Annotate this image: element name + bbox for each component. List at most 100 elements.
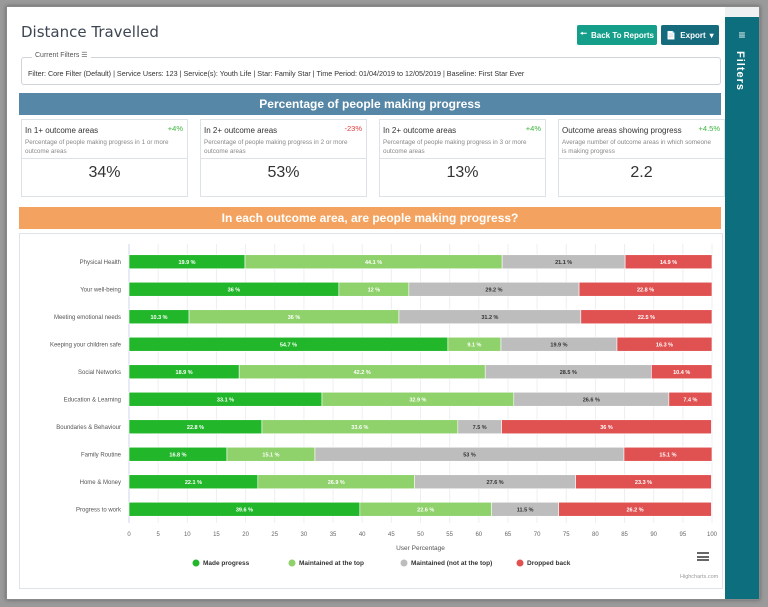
bar-data-label: 39.6 % xyxy=(236,507,253,513)
x-tick-label: 40 xyxy=(359,532,366,538)
legend-marker xyxy=(192,559,200,567)
x-tick-label: 30 xyxy=(301,532,308,538)
bar-data-label: 21.1 % xyxy=(555,260,572,266)
bar-data-label: 12 % xyxy=(368,287,381,293)
export-button[interactable]: 📄 Export ▾ xyxy=(661,25,719,45)
x-tick-label: 80 xyxy=(592,532,599,538)
outcome-area-banner: In each outcome area, are people making … xyxy=(19,207,721,229)
category-label: Meeting emotional needs xyxy=(54,315,121,321)
bar-data-label: 32.9 % xyxy=(409,397,426,403)
x-tick-label: 55 xyxy=(446,532,453,538)
bar-data-label: 28.5 % xyxy=(560,370,577,376)
legend-marker xyxy=(288,559,296,567)
category-label: Physical Health xyxy=(80,260,121,266)
filter-sliders-icon[interactable]: ☰ xyxy=(81,52,88,59)
bar-data-label: 22.5 % xyxy=(638,315,655,321)
category-label: Education & Learning xyxy=(64,397,121,403)
page-title: Distance Travelled xyxy=(21,23,159,41)
x-tick-label: 10 xyxy=(184,532,191,538)
legend-item[interactable]: Maintained (not at the top) xyxy=(411,560,492,567)
x-tick-label: 25 xyxy=(271,532,278,538)
metric-card: In 1+ outcome areas +4% Percentage of peop… xyxy=(21,119,188,197)
current-filters-legend: Current Filters ☰ xyxy=(32,51,91,59)
progress-summary-banner: Percentage of people making progress xyxy=(19,93,721,115)
category-label: Home & Money xyxy=(80,480,121,486)
legend-item[interactable]: Made progress xyxy=(203,560,250,567)
arrow-left-icon: 🠔 xyxy=(580,29,587,38)
filter-sliders-icon: ≡ xyxy=(738,28,746,42)
legend-item[interactable]: Dropped back xyxy=(527,560,571,567)
bar-data-label: 10.4 % xyxy=(673,370,690,376)
x-axis-title: User Percentage xyxy=(396,545,445,552)
bar-data-label: 36 % xyxy=(288,315,301,321)
metric-card-title: Outcome areas showing progress xyxy=(562,126,682,135)
bar-data-label: 15.1 % xyxy=(262,452,279,458)
bar-data-label: 16.3 % xyxy=(656,342,673,348)
metric-card-value: 34% xyxy=(88,164,121,181)
outcome-chart-svg: 0 5 10 15 20 25 30 35 40 45 50 55 60 65 70 75 80 85 90 95 10… xyxy=(50,244,718,567)
bar-data-label: 14.9 % xyxy=(660,260,677,266)
metric-card-delta: -23% xyxy=(344,124,362,133)
metric-card: Outcome areas showing progress +4.5% Avera… xyxy=(558,119,725,197)
report-page: Distance Travelled 🠔 Back To Reports 📄 E… xyxy=(7,7,725,599)
current-filters-label: Current Filters xyxy=(35,52,80,59)
bar-data-label: 22.6 % xyxy=(417,507,434,513)
bar-data-label: 16.8 % xyxy=(169,452,186,458)
metric-card-description: Average number of outcome areas in which… xyxy=(562,139,711,155)
bar-data-label: 22.8 % xyxy=(187,425,204,431)
category-label: Keeping your children safe xyxy=(50,342,122,348)
metric-card-delta: +4.5% xyxy=(698,124,720,133)
bar-data-label: 22.1 % xyxy=(185,480,202,486)
category-label: Progress to work xyxy=(76,507,122,513)
bar-data-label: 29.2 % xyxy=(485,287,502,293)
metric-card-description: Percentage of people making progress in … xyxy=(383,139,527,155)
bar-data-label: 44.1 % xyxy=(365,260,382,266)
bar-segment xyxy=(558,501,712,517)
bar-data-label: 7.4 % xyxy=(683,397,697,403)
metric-card-delta: +4% xyxy=(167,124,183,133)
bar-data-label: 53 % xyxy=(463,452,476,458)
chart-menu-icon[interactable] xyxy=(697,552,709,561)
chart-credits[interactable]: Highcharts.com xyxy=(680,574,719,580)
x-tick-label: 5 xyxy=(156,532,160,538)
app-window: Distance Travelled 🠔 Back To Reports 📄 E… xyxy=(6,6,760,600)
document-icon: 📄 xyxy=(666,30,677,40)
bar-data-label: 31.2 % xyxy=(481,315,498,321)
bar-data-label: 9.1 % xyxy=(467,342,481,348)
x-tick-label: 75 xyxy=(563,532,570,538)
x-tick-label: 60 xyxy=(475,532,482,538)
bar-data-label: 7.5 % xyxy=(473,425,487,431)
metric-card-header: Outcome areas showing progress +4.5% Avera… xyxy=(559,120,724,159)
metric-card-header: In 1+ outcome areas +4% Percentage of peop… xyxy=(22,120,187,159)
metric-card-description: Percentage of people making progress in … xyxy=(25,139,169,155)
x-tick-label: 15 xyxy=(213,532,220,538)
x-tick-label: 0 xyxy=(127,532,131,538)
bar-data-label: 19.9 % xyxy=(550,342,567,348)
category-label: Social Networks xyxy=(78,370,121,376)
bar-segment xyxy=(575,474,712,490)
filters-sidebar-label: Filters xyxy=(734,51,746,92)
bar-data-label: 23.3 % xyxy=(635,480,652,486)
bar-data-label: 42.2 % xyxy=(354,370,371,376)
metric-card-description: Percentage of people making progress in … xyxy=(204,139,348,155)
x-tick-label: 35 xyxy=(330,532,337,538)
bar-segment xyxy=(651,364,713,380)
current-filters-box: Current Filters ☰ Filter: Core Filter (D… xyxy=(21,51,721,85)
metric-card-value: 2.2 xyxy=(630,164,653,181)
x-tick-label: 50 xyxy=(417,532,424,538)
metric-card-header: In 2+ outcome areas -23% Percentage of peo… xyxy=(201,120,366,159)
bar-data-label: 26.6 % xyxy=(583,397,600,403)
export-label: Export xyxy=(680,30,706,40)
legend-item[interactable]: Maintained at the top xyxy=(299,560,364,567)
current-filters-text: Filter: Core Filter (Default) | Service … xyxy=(28,69,525,78)
x-tick-label: 100 xyxy=(707,532,718,538)
x-tick-label: 65 xyxy=(505,532,512,538)
back-to-reports-button[interactable]: 🠔 Back To Reports xyxy=(577,25,657,45)
category-label: Family Routine xyxy=(81,452,122,458)
bar-data-label: 33.1 % xyxy=(217,397,234,403)
metric-card-title: In 2+ outcome areas xyxy=(204,126,278,135)
metric-card-delta: +4% xyxy=(525,124,541,133)
filters-sidebar-toggle[interactable]: ≡ Filters xyxy=(725,17,759,599)
bar-data-label: 54.7 % xyxy=(280,342,297,348)
bar-data-label: 36 % xyxy=(228,287,241,293)
